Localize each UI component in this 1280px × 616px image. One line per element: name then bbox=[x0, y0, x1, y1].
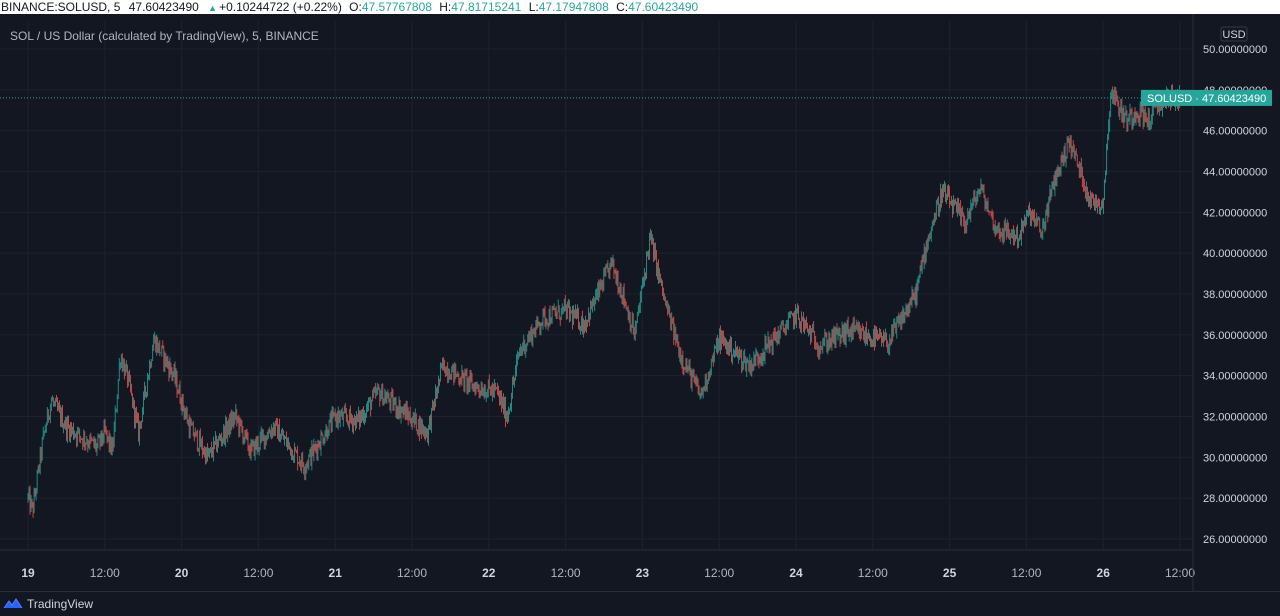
tradingview-brand-text: TradingView bbox=[27, 597, 94, 611]
grid bbox=[0, 21, 1193, 550]
tradingview-logo[interactable]: TradingView bbox=[3, 597, 93, 611]
time-tick-label: 12:00 bbox=[243, 566, 273, 580]
symbol-label: BINANCE:SOLUSD, 5 bbox=[1, 0, 121, 14]
time-tick-label: 12:00 bbox=[551, 566, 581, 580]
price-tick-label: 40.00000000 bbox=[1203, 248, 1267, 260]
time-tick-label: 21 bbox=[329, 566, 343, 580]
close-value: 47.60423490 bbox=[628, 0, 699, 14]
price-tick-label: 44.00000000 bbox=[1203, 167, 1267, 179]
last-price: 47.60423490 bbox=[128, 0, 199, 14]
price-tick-label: 30.00000000 bbox=[1203, 452, 1267, 464]
time-tick-label: 26 bbox=[1097, 566, 1111, 580]
chart-subtitle: SOL / US Dollar (calculated by TradingVi… bbox=[10, 29, 319, 43]
price-tick-label: 26.00000000 bbox=[1203, 534, 1267, 546]
current-price-tag: SOLUSD · 47.60423490 bbox=[1141, 89, 1272, 106]
change-value: +0.10244722 (+0.22%) bbox=[219, 0, 342, 14]
footer: TradingView bbox=[0, 591, 1280, 616]
current-price-tag-text: SOLUSD · 47.60423490 bbox=[1147, 93, 1266, 105]
candles bbox=[27, 84, 1181, 518]
open-label: O: bbox=[349, 0, 362, 14]
low-value: 47.17947808 bbox=[538, 0, 609, 14]
chart-canvas[interactable]: 50.0000000048.0000000046.0000000044.0000… bbox=[0, 14, 1280, 591]
axes: 50.0000000048.0000000046.0000000044.0000… bbox=[0, 14, 1272, 591]
high-value: 47.81715241 bbox=[451, 0, 522, 14]
time-tick-label: 12:00 bbox=[1165, 566, 1195, 580]
price-tick-label: 50.00000000 bbox=[1203, 44, 1267, 56]
time-tick-label: 12:00 bbox=[1011, 566, 1041, 580]
time-tick-label: 20 bbox=[175, 566, 189, 580]
open-value: 47.57767808 bbox=[361, 0, 432, 14]
up-arrow-icon: ▲ bbox=[208, 3, 218, 13]
currency-badge[interactable]: USD bbox=[1220, 26, 1248, 42]
time-tick-label: 12:00 bbox=[397, 566, 427, 580]
price-tick-label: 46.00000000 bbox=[1203, 126, 1267, 138]
price-tick-label: 28.00000000 bbox=[1203, 493, 1267, 505]
currency-label: USD bbox=[1222, 29, 1245, 41]
time-tick-label: 12:00 bbox=[90, 566, 120, 580]
price-tick-label: 34.00000000 bbox=[1203, 371, 1267, 383]
time-tick-label: 12:00 bbox=[858, 566, 888, 580]
tradingview-logo-icon bbox=[3, 598, 23, 609]
time-tick-label: 22 bbox=[482, 566, 496, 580]
low-label: L: bbox=[528, 0, 539, 14]
time-tick-label: 12:00 bbox=[704, 566, 734, 580]
time-tick-label: 23 bbox=[636, 566, 650, 580]
close-label: C: bbox=[616, 0, 629, 14]
price-tick-label: 42.00000000 bbox=[1203, 207, 1267, 219]
price-tick-label: 36.00000000 bbox=[1203, 330, 1267, 342]
ohlc-header: BINANCE:SOLUSD, 5 47.60423490 ▲ +0.102447… bbox=[0, 0, 1280, 14]
time-tick-label: 24 bbox=[789, 566, 803, 580]
price-tick-label: 32.00000000 bbox=[1203, 412, 1267, 424]
time-tick-label: 19 bbox=[21, 566, 35, 580]
high-label: H: bbox=[439, 0, 452, 14]
time-tick-label: 25 bbox=[943, 566, 957, 580]
price-tick-label: 38.00000000 bbox=[1203, 289, 1267, 301]
